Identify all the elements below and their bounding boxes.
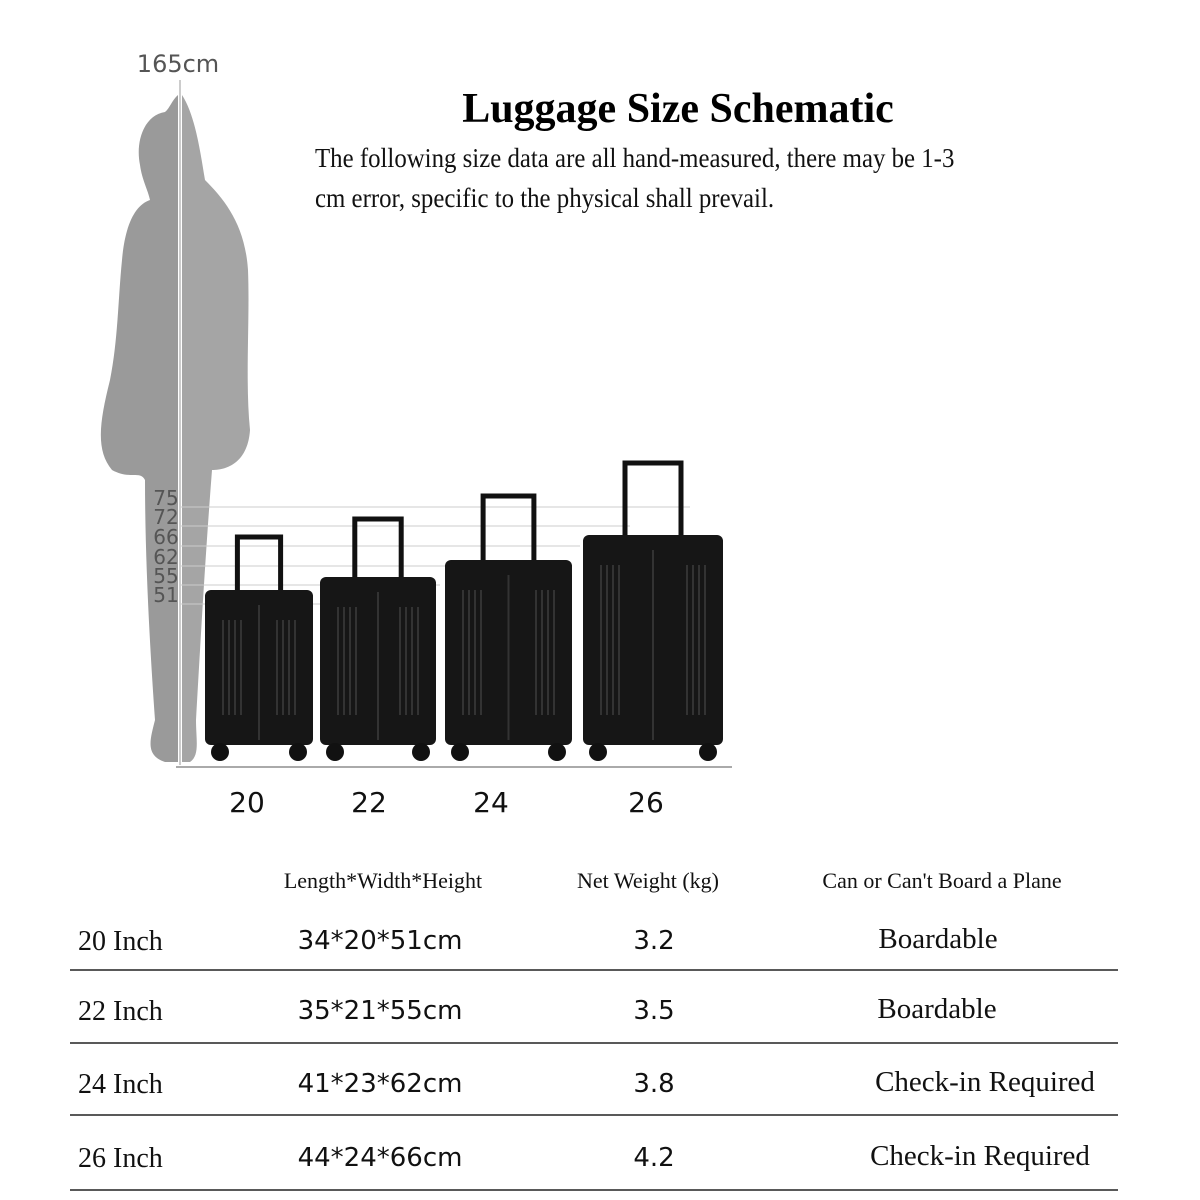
dimensions: 34*20*51cm [298, 926, 463, 956]
title: Luggage Size Schematic [462, 86, 894, 132]
column-header: Net Weight (kg) [577, 868, 719, 893]
suitcase-wheel [211, 743, 229, 761]
suitcase [205, 534, 313, 761]
boarding: Check-in Required [875, 1066, 1095, 1098]
dimensions: 44*24*66cm [298, 1143, 463, 1173]
ruler-label: 72 [153, 505, 178, 529]
suitcase-handle [352, 516, 404, 577]
suitcase-handle [234, 534, 284, 590]
ruler-label: 75 [153, 486, 178, 510]
suitcase-label: 24 [473, 786, 509, 819]
person-silhouette [100, 95, 178, 762]
suitcase-label: 22 [351, 786, 387, 819]
weight: 3.5 [633, 996, 674, 1026]
column-header: Length*Width*Height [284, 868, 482, 893]
ruler-label: 62 [153, 545, 178, 569]
suitcase-handle [480, 493, 537, 560]
suitcase-wheel [548, 743, 566, 761]
suitcase-handle [622, 460, 684, 535]
suitcase [445, 493, 572, 761]
dimensions: 35*21*55cm [298, 996, 463, 1026]
boarding: Boardable [877, 993, 996, 1025]
suitcase-wheel [289, 743, 307, 761]
height-label: 165cm [137, 50, 219, 78]
ruler-label: 66 [153, 525, 178, 549]
suitcase-wheel [589, 743, 607, 761]
suitcase-label: 26 [628, 786, 664, 819]
suitcase-wheel [412, 743, 430, 761]
row-label: 22 Inch [78, 996, 163, 1027]
weight: 3.8 [633, 1069, 674, 1099]
row-label: 20 Inch [78, 926, 163, 957]
boarding: Boardable [878, 923, 997, 955]
boarding: Check-in Required [870, 1140, 1090, 1172]
suitcase [583, 460, 723, 761]
suitcase-wheel [451, 743, 469, 761]
ruler-label: 55 [153, 564, 178, 588]
size-table: Length*Width*Height Net Weight (kg) Can or… [70, 868, 1118, 1191]
suitcase-wheel [699, 743, 717, 761]
weight: 4.2 [633, 1143, 674, 1173]
suitcases: 20 22 24 26 [205, 460, 723, 819]
row-label: 24 Inch [78, 1069, 163, 1100]
column-header: Can or Can't Board a Plane [822, 868, 1061, 893]
ruler-label: 51 [153, 583, 178, 607]
suitcase-label: 20 [229, 786, 265, 819]
suitcase [320, 516, 436, 761]
dimensions: 41*23*62cm [298, 1069, 463, 1099]
weight: 3.2 [633, 926, 674, 956]
person-silhouette [182, 95, 250, 762]
suitcase-wheel [326, 743, 344, 761]
note: The following size data are all hand-mea… [315, 143, 955, 213]
row-label: 26 Inch [78, 1143, 163, 1174]
